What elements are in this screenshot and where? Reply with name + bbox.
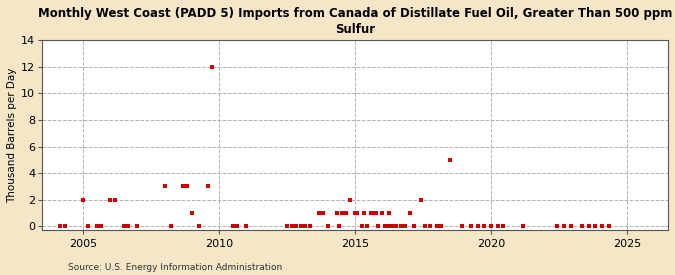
- Point: [318, 211, 329, 215]
- Point: [472, 224, 483, 229]
- Point: [300, 224, 310, 229]
- Point: [420, 224, 431, 229]
- Point: [576, 224, 587, 229]
- Point: [377, 211, 387, 215]
- Text: Source: U.S. Energy Information Administration: Source: U.S. Energy Information Administ…: [68, 263, 281, 272]
- Point: [304, 224, 315, 229]
- Point: [518, 224, 529, 229]
- Point: [400, 224, 410, 229]
- Point: [336, 211, 347, 215]
- Point: [383, 211, 394, 215]
- Point: [345, 198, 356, 202]
- Point: [59, 224, 70, 229]
- Point: [431, 224, 442, 229]
- Point: [486, 224, 497, 229]
- Point: [361, 224, 372, 229]
- Point: [479, 224, 490, 229]
- Point: [193, 224, 204, 229]
- Point: [232, 224, 243, 229]
- Point: [436, 224, 447, 229]
- Point: [118, 224, 129, 229]
- Point: [358, 211, 369, 215]
- Point: [313, 211, 324, 215]
- Point: [465, 224, 476, 229]
- Point: [109, 198, 120, 202]
- Point: [166, 224, 177, 229]
- Point: [395, 224, 406, 229]
- Point: [55, 224, 66, 229]
- Point: [96, 224, 107, 229]
- Point: [132, 224, 143, 229]
- Point: [381, 224, 392, 229]
- Point: [178, 184, 188, 189]
- Point: [370, 211, 381, 215]
- Point: [356, 224, 367, 229]
- Point: [241, 224, 252, 229]
- Y-axis label: Thousand Barrels per Day: Thousand Barrels per Day: [7, 67, 17, 203]
- Point: [583, 224, 594, 229]
- Point: [207, 64, 217, 69]
- Point: [416, 198, 427, 202]
- Point: [159, 184, 170, 189]
- Point: [456, 224, 467, 229]
- Point: [368, 211, 379, 215]
- Point: [373, 224, 383, 229]
- Point: [105, 198, 115, 202]
- Point: [323, 224, 333, 229]
- Point: [91, 224, 102, 229]
- Point: [391, 224, 402, 229]
- Point: [352, 211, 362, 215]
- Point: [82, 224, 93, 229]
- Point: [493, 224, 504, 229]
- Point: [78, 198, 88, 202]
- Point: [123, 224, 134, 229]
- Point: [497, 224, 508, 229]
- Point: [182, 184, 192, 189]
- Point: [379, 224, 390, 229]
- Point: [341, 211, 352, 215]
- Point: [227, 224, 238, 229]
- Point: [331, 211, 342, 215]
- Point: [202, 184, 213, 189]
- Point: [404, 211, 415, 215]
- Point: [386, 224, 397, 229]
- Point: [186, 211, 197, 215]
- Point: [334, 224, 345, 229]
- Point: [365, 211, 376, 215]
- Point: [409, 224, 420, 229]
- Point: [565, 224, 576, 229]
- Point: [350, 211, 360, 215]
- Point: [295, 224, 306, 229]
- Point: [551, 224, 562, 229]
- Point: [597, 224, 608, 229]
- Point: [291, 224, 302, 229]
- Point: [445, 158, 456, 162]
- Point: [286, 224, 297, 229]
- Point: [388, 224, 399, 229]
- Point: [558, 224, 569, 229]
- Title: Monthly West Coast (PADD 5) Imports from Canada of Distillate Fuel Oil, Greater : Monthly West Coast (PADD 5) Imports from…: [38, 7, 672, 36]
- Point: [281, 224, 292, 229]
- Point: [603, 224, 614, 229]
- Point: [590, 224, 601, 229]
- Point: [425, 224, 435, 229]
